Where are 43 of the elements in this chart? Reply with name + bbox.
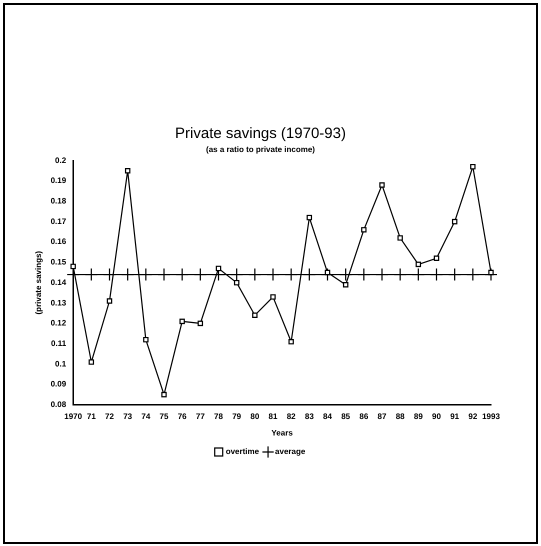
y-tick-label: 0.2 <box>55 156 67 165</box>
x-tick-label: 84 <box>323 412 332 421</box>
x-tick-label: 90 <box>432 412 442 421</box>
x-tick-label: 1970 <box>64 412 83 421</box>
x-tick-label: 79 <box>232 412 242 421</box>
x-tick-label: 78 <box>214 412 224 421</box>
x-tick-label: 88 <box>396 412 406 421</box>
y-tick-label: 0.1 <box>55 359 67 368</box>
legend-label: overtime <box>226 447 260 456</box>
y-tick-label: 0.14 <box>50 278 67 287</box>
x-tick-label: 87 <box>378 412 387 421</box>
chart-title: Private savings (1970-93) <box>175 125 346 142</box>
x-axis-title: Years <box>271 428 294 438</box>
x-tick-label: 73 <box>123 412 133 421</box>
y-tick-label: 0.08 <box>50 400 67 410</box>
x-tick-label: 80 <box>250 412 260 421</box>
x-tick-label: 72 <box>105 412 114 421</box>
x-tick-label: 1993 <box>482 412 500 421</box>
y-tick-label: 0.17 <box>50 216 67 226</box>
x-tick-label: 71 <box>86 412 96 421</box>
y-tick-label: 0.09 <box>50 380 67 389</box>
x-tick-label: 82 <box>286 412 296 421</box>
x-tick-label: 74 <box>141 412 151 421</box>
x-tick-label: 91 <box>450 412 460 421</box>
y-tick-label: 0.11 <box>51 338 67 348</box>
x-tick-label: 83 <box>304 412 314 421</box>
x-tick-label: 86 <box>359 412 369 421</box>
y-axis-title: (private savings) <box>34 250 44 314</box>
x-tick-label: 76 <box>178 412 188 421</box>
y-tick-label: 0.12 <box>50 318 67 328</box>
chart-subtitle: (as a ratio to private income) <box>206 145 316 154</box>
y-tick-label: 0.18 <box>50 196 67 206</box>
legend-label: average <box>275 447 306 456</box>
x-tick-label: 89 <box>414 412 424 421</box>
x-tick-label: 75 <box>160 412 169 421</box>
y-tick-label: 0.16 <box>50 237 67 246</box>
x-tick-label: 85 <box>341 412 351 421</box>
x-tick-label: 92 <box>468 412 478 421</box>
y-tick-label: 0.15 <box>50 258 67 267</box>
x-tick-label: 77 <box>196 412 206 421</box>
y-tick-label: 0.13 <box>50 298 67 308</box>
y-tick-label: 0.19 <box>50 176 67 186</box>
x-tick-label: 81 <box>268 412 278 421</box>
